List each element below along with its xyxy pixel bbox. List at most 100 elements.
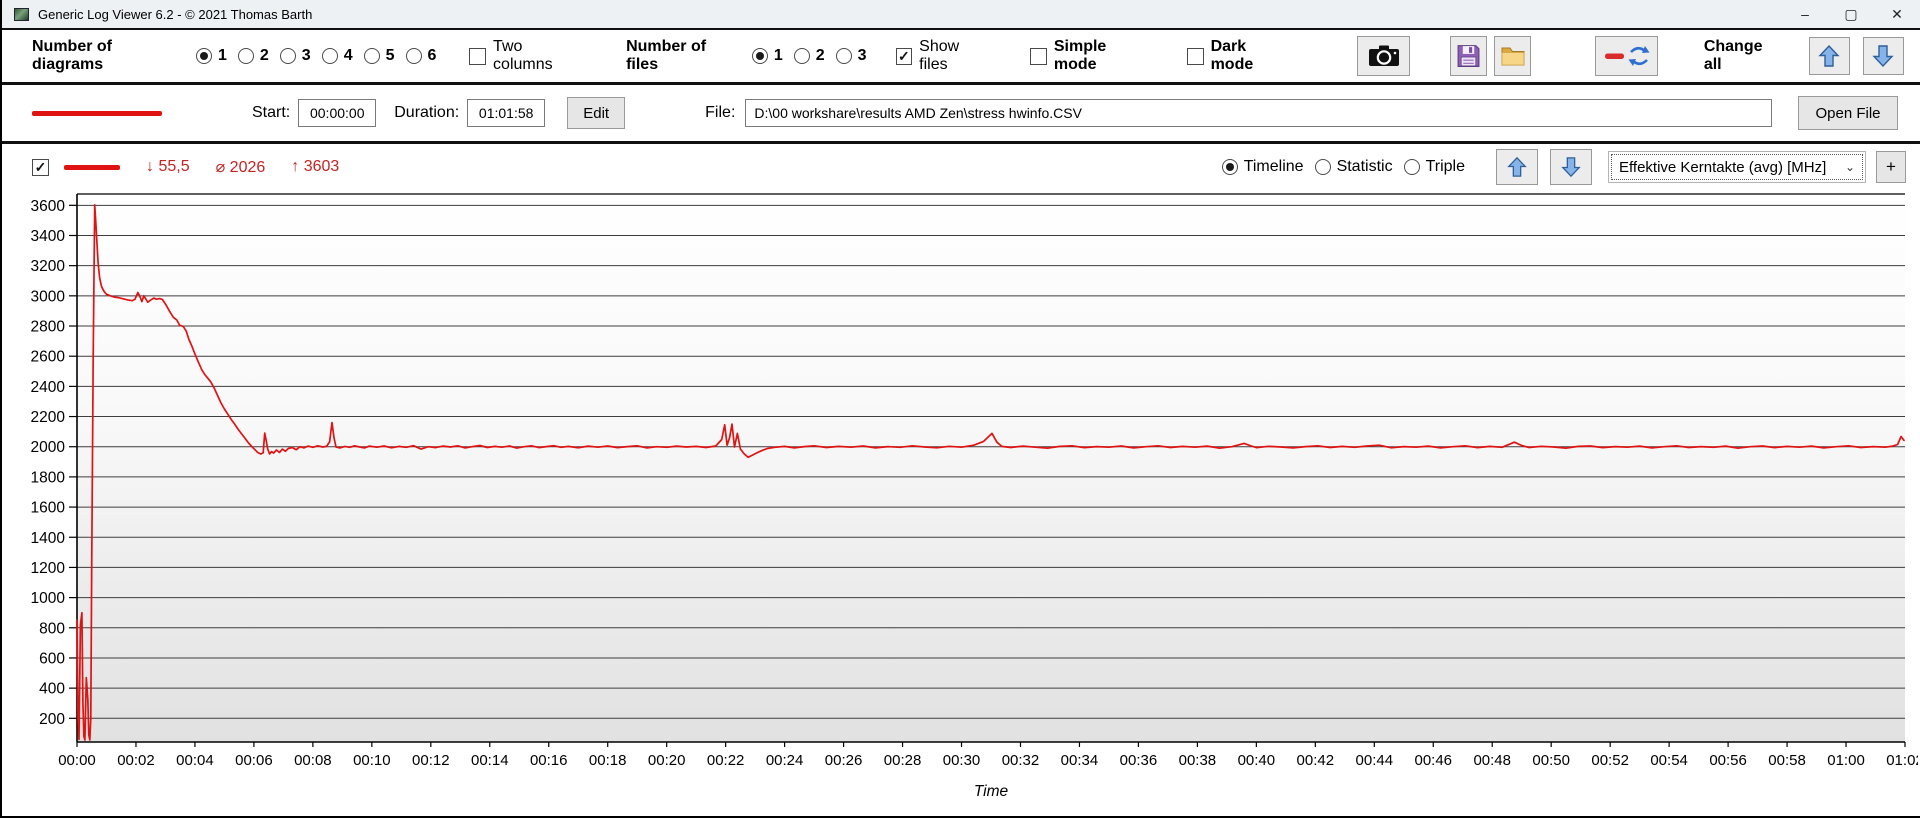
window-title: Generic Log Viewer 6.2 - © 2021 Thomas B… bbox=[38, 6, 313, 22]
folder-icon bbox=[1501, 47, 1525, 66]
maximize-button[interactable]: ▢ bbox=[1844, 5, 1858, 22]
svg-text:00:44: 00:44 bbox=[1356, 752, 1394, 769]
file-color-line bbox=[32, 110, 162, 116]
checkbox-icon bbox=[1030, 47, 1047, 65]
svg-text:00:00: 00:00 bbox=[58, 752, 96, 769]
start-label: Start: bbox=[252, 104, 291, 121]
diagram-count-option-4[interactable]: 4 bbox=[321, 47, 353, 65]
svg-text:00:58: 00:58 bbox=[1768, 752, 1806, 769]
simple-mode-label: Simple mode bbox=[1053, 38, 1107, 73]
diagram-count-option-3[interactable]: 3 bbox=[279, 47, 311, 65]
series-avg-value: ⌀ 2026 bbox=[215, 159, 266, 176]
svg-text:00:26: 00:26 bbox=[825, 752, 863, 769]
diagram-count-option-label: 4 bbox=[343, 47, 353, 64]
svg-text:00:30: 00:30 bbox=[943, 752, 981, 769]
diagram-count-option-label: 6 bbox=[427, 47, 437, 64]
series-controls-row: ↓ 55,5 ⌀ 2026 ↑ 3603 Timeline Statistic Tr… bbox=[2, 144, 1920, 190]
dark-mode-checkbox[interactable]: Dark mode bbox=[1186, 38, 1291, 74]
svg-text:00:40: 00:40 bbox=[1238, 752, 1276, 769]
camera-icon bbox=[1368, 45, 1399, 66]
open-file-button[interactable]: Open File bbox=[1798, 96, 1898, 130]
title-bar: Generic Log Viewer 6.2 - © 2021 Thomas B… bbox=[2, 0, 1920, 30]
svg-text:00:06: 00:06 bbox=[235, 752, 273, 769]
svg-text:01:02: 01:02 bbox=[1886, 752, 1918, 769]
checkbox-icon bbox=[895, 47, 913, 65]
series-up-button[interactable] bbox=[1496, 149, 1538, 185]
diagram-count-option-2[interactable]: 2 bbox=[237, 47, 269, 65]
radio-icon bbox=[321, 48, 338, 64]
series-down-button[interactable] bbox=[1550, 149, 1592, 185]
svg-text:1400: 1400 bbox=[31, 530, 66, 547]
svg-text:00:56: 00:56 bbox=[1709, 752, 1747, 769]
signal-select-dropdown[interactable]: Effektive Kerntakte (avg) [MHz] ⌄ bbox=[1608, 151, 1866, 183]
view-mode-option-timeline[interactable]: Timeline bbox=[1221, 158, 1304, 176]
svg-text:00:12: 00:12 bbox=[412, 752, 450, 769]
floppy-disk-icon bbox=[1457, 45, 1480, 67]
svg-text:00:10: 00:10 bbox=[353, 752, 391, 769]
radio-icon bbox=[835, 48, 852, 64]
toolbar: Number of diagrams 1 2 3 4 5 6 Two columns Nu… bbox=[2, 30, 1920, 85]
reset-colors-button[interactable] bbox=[1595, 36, 1658, 76]
edit-button[interactable]: Edit bbox=[567, 97, 626, 129]
file-bar: Start: Duration: Edit File: Open File bbox=[2, 85, 1920, 144]
svg-text:2400: 2400 bbox=[31, 379, 66, 396]
diagram-count-option-1[interactable]: 1 bbox=[195, 47, 227, 65]
series-color-swatch bbox=[64, 164, 120, 170]
file-count-option-2[interactable]: 2 bbox=[793, 47, 825, 65]
start-time-input[interactable] bbox=[298, 99, 377, 127]
view-mode-option-triple[interactable]: Triple bbox=[1403, 158, 1465, 176]
file-count-option-1[interactable]: 1 bbox=[751, 47, 783, 65]
save-button[interactable] bbox=[1449, 36, 1488, 76]
radio-icon bbox=[237, 48, 254, 64]
radio-icon bbox=[1403, 159, 1420, 175]
diagram-count-option-label: 2 bbox=[259, 47, 269, 64]
chart-plot[interactable]: 200 400 600 800 1000 1200 1400 1600 1800 2000 2200… bbox=[2, 190, 1918, 816]
show-files-checkbox[interactable]: Show files bbox=[895, 38, 991, 74]
diagram-count-option-6[interactable]: 6 bbox=[405, 47, 437, 65]
svg-text:800: 800 bbox=[39, 620, 65, 637]
svg-text:200: 200 bbox=[39, 711, 65, 728]
chart-panel: ↓ 55,5 ⌀ 2026 ↑ 3603 Timeline Statistic Tr… bbox=[2, 144, 1920, 816]
series-enabled-checkbox[interactable] bbox=[32, 158, 56, 176]
file-count-option-label: 3 bbox=[857, 47, 867, 64]
view-mode-option-label: Timeline bbox=[1243, 158, 1304, 175]
close-button[interactable]: ✕ bbox=[1891, 5, 1903, 22]
series-max-value: ↑ 3603 bbox=[291, 158, 340, 175]
diagram-count-option-5[interactable]: 5 bbox=[363, 47, 395, 65]
file-label: File: bbox=[705, 104, 736, 121]
arrow-up-icon bbox=[1507, 156, 1527, 177]
svg-text:3400: 3400 bbox=[31, 228, 66, 245]
diagram-count-option-label: 5 bbox=[385, 47, 395, 64]
svg-text:600: 600 bbox=[39, 650, 65, 667]
simple-mode-checkbox[interactable]: Simple mode bbox=[1030, 38, 1151, 74]
svg-text:00:48: 00:48 bbox=[1473, 752, 1511, 769]
checkbox-icon bbox=[1186, 47, 1204, 65]
svg-text:00:46: 00:46 bbox=[1414, 752, 1452, 769]
svg-text:00:22: 00:22 bbox=[707, 752, 745, 769]
add-series-button[interactable]: + bbox=[1876, 151, 1906, 183]
svg-text:00:04: 00:04 bbox=[176, 752, 214, 769]
screenshot-button[interactable] bbox=[1357, 36, 1410, 76]
diagram-count-option-label: 3 bbox=[301, 47, 311, 64]
arrow-up-icon bbox=[1818, 44, 1841, 67]
svg-text:00:38: 00:38 bbox=[1179, 752, 1217, 769]
duration-input[interactable] bbox=[467, 99, 546, 127]
svg-text:2200: 2200 bbox=[31, 409, 66, 426]
file-count-option-label: 1 bbox=[773, 47, 783, 64]
change-all-down-button[interactable] bbox=[1862, 37, 1905, 75]
radio-icon bbox=[195, 48, 212, 64]
two-columns-checkbox[interactable]: Two columns bbox=[469, 38, 584, 74]
file-path-input[interactable] bbox=[745, 99, 1772, 127]
view-mode-option-statistic[interactable]: Statistic bbox=[1314, 158, 1393, 176]
svg-text:00:14: 00:14 bbox=[471, 752, 509, 769]
diagram-count-radios: 1 2 3 4 5 6 bbox=[195, 47, 447, 65]
signal-select-value: Effektive Kerntakte (avg) [MHz] bbox=[1619, 158, 1827, 176]
file-count-option-label: 2 bbox=[815, 47, 825, 64]
minimize-button[interactable]: – bbox=[1801, 6, 1809, 22]
file-count-option-3[interactable]: 3 bbox=[835, 47, 867, 65]
view-mode-option-label: Triple bbox=[1425, 158, 1465, 175]
files-label: Number of files bbox=[626, 38, 707, 73]
change-all-up-button[interactable] bbox=[1808, 37, 1850, 75]
open-folder-button[interactable] bbox=[1494, 36, 1532, 76]
